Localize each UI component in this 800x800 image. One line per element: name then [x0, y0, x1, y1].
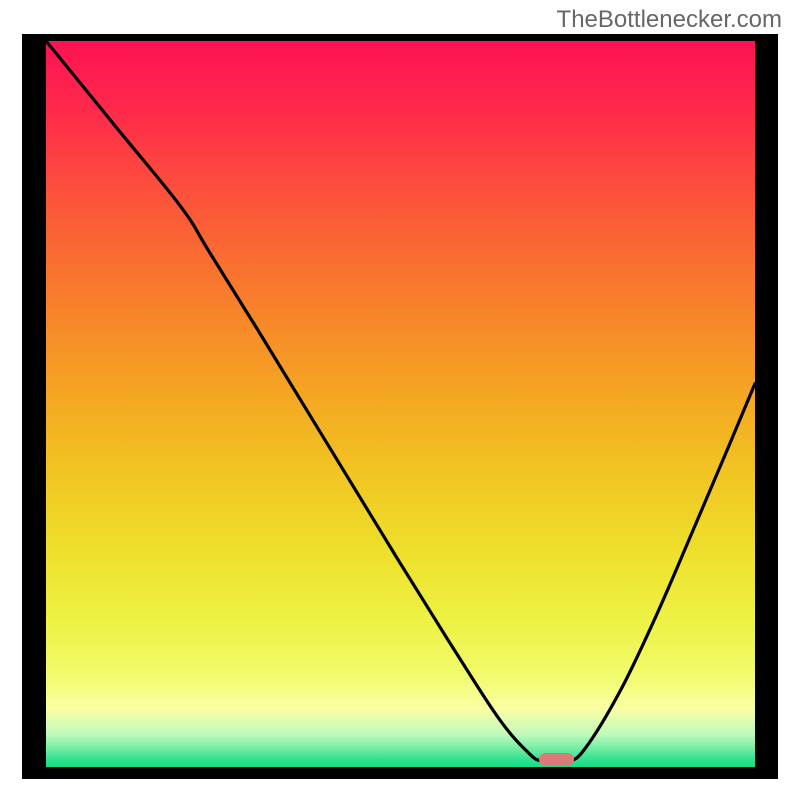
bottleneck-curve — [46, 41, 755, 767]
optimal-marker — [539, 753, 574, 766]
watermark-text: TheBottlenecker.com — [557, 6, 782, 34]
bottleneck-chart: TheBottlenecker.com — [0, 0, 800, 800]
plot-area — [46, 41, 755, 767]
